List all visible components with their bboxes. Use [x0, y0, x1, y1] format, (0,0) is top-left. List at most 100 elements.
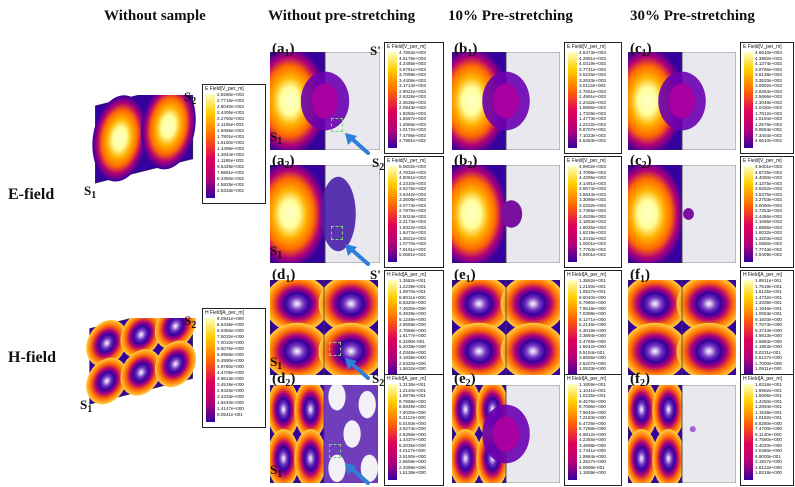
legend-value: 7.5032e+000 [217, 334, 244, 339]
legend-value: 3.8756e+003 [755, 66, 782, 72]
legend-value: 3.8262e+003 [755, 186, 782, 192]
legend-value: 1.4773e+003 [579, 116, 606, 122]
legend-value: 5.4590e+000 [217, 358, 244, 363]
legend-value: 4.0319e+003 [579, 61, 606, 67]
legend-title: E Field[V_per_m] [205, 86, 244, 92]
legend-value: 4.6725e+003 [755, 169, 782, 175]
legend-value: 1.2239e+001 [399, 283, 426, 289]
legend-value: 2.6040e+003 [217, 104, 244, 109]
legend-value: 4.7099e+003 [579, 169, 606, 175]
legend-value: 1.8318e+000 [755, 470, 782, 476]
legend-value: 2.7861e+002 [399, 138, 426, 144]
legend-value: 1.4250e+001 [755, 398, 782, 404]
legend-value: 1.1859e+000 [579, 470, 606, 476]
legend-color-bar [744, 166, 753, 262]
legend-value: 1.8911e+001 [755, 278, 782, 283]
e1-field-map [452, 280, 560, 375]
legend-title: E Field[V_per_m] [743, 44, 782, 50]
legend-value: 1.0911e+000 [755, 366, 782, 372]
panel-label-e1: (e1) [454, 267, 476, 285]
legend-value: 4.9409e+002 [755, 252, 782, 258]
legend-value: 3.9791e+003 [399, 66, 426, 72]
legend-value: 5.1249e+000 [399, 316, 426, 322]
legend-value: 8.7960e+000 [579, 300, 606, 306]
legend-value: 6.3743e+000 [755, 327, 782, 333]
a2-port-s2: S2 [372, 155, 385, 173]
legend-value: 1.8533e+000 [579, 366, 606, 372]
legend-value: 9.5429e+002 [217, 164, 244, 169]
legend-title: E Field[V_per_m] [387, 44, 426, 50]
legend-value: 4.2355e+000 [579, 437, 606, 443]
legend-value: 4.5176e+003 [399, 55, 426, 61]
legend-value: 1.6032e+003 [755, 230, 782, 236]
legend-value: 3.5190e+000 [399, 453, 426, 459]
legend-value: 9.8011e+000 [399, 294, 426, 300]
legend-value: 9.1603e+000 [755, 316, 782, 322]
d2-pointer-arrow-icon [345, 463, 370, 485]
legend-value: 8.0355e+000 [217, 328, 244, 333]
legend-value: 5.0681e+002 [399, 252, 426, 258]
legend-value: 5.2039e+000 [399, 344, 426, 350]
legend-value: 7.9640e+000 [579, 409, 606, 415]
legend-value: 1.9322e+003 [399, 224, 426, 230]
legend-value: 3.5226e+003 [579, 72, 606, 78]
a1-pointer-arrow-icon [345, 133, 370, 155]
legend-value: 4.5453e+002 [579, 138, 606, 144]
legend-value: 4.9812e+000 [579, 431, 606, 437]
d1-highlight-box [329, 342, 341, 356]
legend-value: 2.7715e+003 [217, 98, 244, 103]
legend-value: 2.3635e+003 [399, 99, 426, 105]
legend-value: 3.4519e+000 [217, 382, 244, 387]
panel-label-d1: (d1) [272, 267, 296, 285]
legend-value: 5.2036e+000 [399, 442, 426, 448]
legend-value: 1.4495e+003 [217, 146, 244, 151]
e1-color-legend: H Field[A_per_m] 1.3862e+001 1.2150e+001 1.… [564, 270, 622, 382]
legend-value: 9.9584e+002 [755, 127, 782, 133]
legend-value: 2.3398e+000 [399, 464, 426, 470]
a1-port-s-prime: S' [370, 43, 381, 58]
legend-value: 2.7551e+003 [579, 88, 606, 94]
legend-value: 3.3894e+000 [579, 333, 606, 339]
legend-value: 1.3339e+001 [755, 300, 782, 306]
legend-value: 9.4576e+000 [579, 398, 606, 404]
legend-value: 1.7812e+003 [755, 110, 782, 116]
legend-color-bar [206, 318, 215, 422]
c1-color-legend: E Field[V_per_m] 4.6610e+003 4.3992e+003 4.… [740, 42, 794, 154]
b2-field-map [452, 165, 560, 263]
legend-value: 1.2222e+003 [579, 121, 606, 127]
legend-title: H Field[A_per_m] [387, 376, 426, 382]
legend-value: 1.3203e+003 [755, 235, 782, 241]
legend-value: 1.6122e+000 [755, 464, 782, 470]
legend-value: 4.5061e+003 [399, 175, 426, 181]
legend-value: 2.5320e+000 [399, 360, 426, 366]
a2-port-s1: S1 [270, 243, 283, 261]
legend-value: 6.3290e-001 [399, 338, 425, 344]
legend-title: H Field[A_per_m] [743, 272, 782, 278]
legend-value: 4.9813e+000 [755, 333, 782, 339]
legend-color-bar [568, 166, 577, 262]
legend-value: 2.8284e+003 [755, 88, 782, 94]
legend-value: 3.0050e+003 [755, 202, 782, 208]
legend-value: 1.7801e+003 [217, 134, 244, 139]
legend-value: 4.7580e+000 [755, 437, 782, 443]
d2-color-legend: H Field[A_per_m] 1.3136e+001 1.2140e+001 1.… [384, 374, 444, 486]
legend-value: 7.9191e+002 [399, 246, 426, 252]
legend-title: H Field[A_per_m] [567, 272, 606, 278]
a2-color-legend: E Field[V_per_m] 5.0602e+003 4.7832e+003 4.… [384, 156, 444, 268]
legend-value: 9.6040e+000 [579, 294, 606, 300]
legend-value: 2.4991e+003 [579, 94, 606, 100]
legend-value: 1.3136e+001 [399, 382, 426, 387]
legend-value: 3.9558e+000 [399, 322, 426, 328]
legend-value: 8.6320e+000 [399, 300, 426, 306]
legend-value: 7.4030e+000 [399, 409, 426, 415]
legend-value: 1.8865e+003 [755, 224, 782, 230]
e_free-port-s2: S2 [184, 89, 197, 107]
legend-value: 4.6610e+003 [755, 50, 782, 55]
legend-value: 1.3862e+001 [579, 278, 606, 283]
legend-value: 1.6962e+001 [755, 387, 782, 393]
legend-value: 1.6219e+003 [579, 230, 606, 236]
legend-color-bar [206, 94, 215, 198]
legend-value: 1.2894e+001 [755, 404, 782, 410]
legend-value: 1.7518e+001 [755, 283, 782, 289]
panel-label-b2: (b2) [454, 153, 478, 171]
